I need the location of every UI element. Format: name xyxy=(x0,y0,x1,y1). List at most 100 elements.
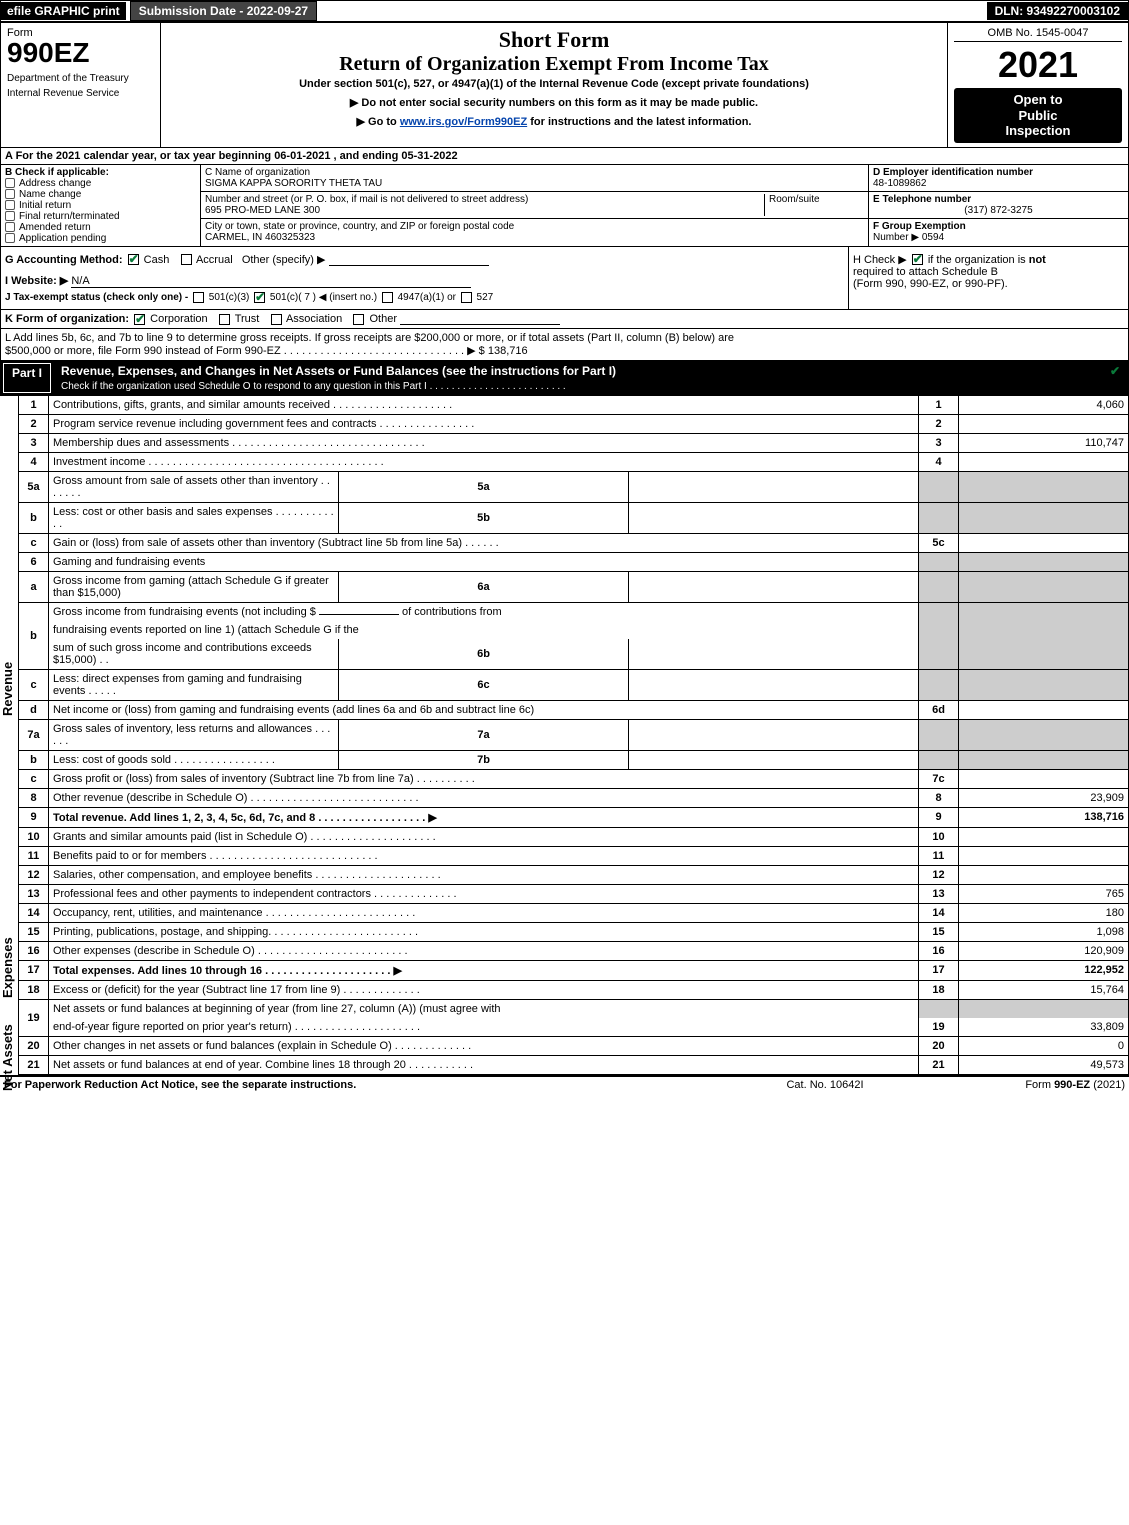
check-final-return[interactable]: Final return/terminated xyxy=(5,211,196,222)
l-text1: L Add lines 5b, 6c, and 7b to line 9 to … xyxy=(5,332,734,344)
k-association: Association xyxy=(286,313,342,325)
top-bar: efile GRAPHIC print Submission Date - 20… xyxy=(0,0,1129,23)
line-7a: 7a Gross sales of inventory, less return… xyxy=(19,719,1129,750)
omb-number: OMB No. 1545-0047 xyxy=(954,27,1122,42)
check-501c[interactable] xyxy=(254,292,265,303)
f-label2: Number ▶ xyxy=(873,232,919,243)
net-assets-section: Net Assets 18 Excess or (deficit) for th… xyxy=(0,981,1129,1075)
line-20-value: 0 xyxy=(959,1036,1129,1055)
accounting-accrual: Accrual xyxy=(196,254,233,266)
org-address: 695 PRO-MED LANE 300 xyxy=(205,205,764,216)
goto-pre: ▶ Go to xyxy=(357,116,400,128)
line-6b: b Gross income from fundraising events (… xyxy=(19,602,1129,621)
line-6d-value xyxy=(959,700,1129,719)
form-number: 990EZ xyxy=(7,37,154,69)
city-label: City or town, state or province, country… xyxy=(205,221,864,232)
line-8-value: 23,909 xyxy=(959,788,1129,807)
line-15-value: 1,098 xyxy=(959,922,1129,941)
dept-treasury: Department of the Treasury xyxy=(7,73,154,84)
org-block: B Check if applicable: Address change Na… xyxy=(0,165,1129,247)
line-21-value: 49,573 xyxy=(959,1055,1129,1074)
line-8: 8 Other revenue (describe in Schedule O)… xyxy=(19,788,1129,807)
check-4947[interactable] xyxy=(382,292,393,303)
check-association[interactable] xyxy=(271,314,282,325)
check-initial-return[interactable]: Initial return xyxy=(5,200,196,211)
line-12: 12 Salaries, other compensation, and emp… xyxy=(19,865,1129,884)
check-accrual[interactable] xyxy=(181,254,192,265)
part1-bar: Part I Revenue, Expenses, and Changes in… xyxy=(0,361,1129,396)
k-corporation: Corporation xyxy=(150,313,207,325)
line-21: 21 Net assets or fund balances at end of… xyxy=(19,1055,1129,1074)
line-2: 2 Program service revenue including gove… xyxy=(19,414,1129,433)
revenue-side-label: Revenue xyxy=(0,662,15,716)
section-a: A For the 2021 calendar year, or tax yea… xyxy=(0,148,1129,165)
line-6: 6 Gaming and fundraising events xyxy=(19,552,1129,571)
paperwork-notice: For Paperwork Reduction Act Notice, see … xyxy=(4,1079,725,1091)
check-application-pending[interactable]: Application pending xyxy=(5,233,196,244)
check-h[interactable] xyxy=(912,254,923,265)
line-6b-value xyxy=(629,639,919,670)
line-13-value: 765 xyxy=(959,884,1129,903)
line-7b-value xyxy=(629,750,919,769)
check-name-change[interactable]: Name change xyxy=(5,189,196,200)
part1-subtitle: Check if the organization used Schedule … xyxy=(61,381,566,392)
k-other-fill[interactable] xyxy=(400,324,560,325)
line-6b-3: sum of such gross income and contributio… xyxy=(19,639,1129,670)
title-short: Short Form xyxy=(167,27,941,53)
line-6a: a Gross income from gaming (attach Sched… xyxy=(19,571,1129,602)
goto-line: ▶ Go to www.irs.gov/Form990EZ for instru… xyxy=(167,115,941,128)
line-11-value xyxy=(959,846,1129,865)
title-main: Return of Organization Exempt From Incom… xyxy=(167,53,941,76)
org-city: CARMEL, IN 460325323 xyxy=(205,232,864,243)
j-4947: 4947(a)(1) or xyxy=(395,292,459,303)
efile-label[interactable]: efile GRAPHIC print xyxy=(1,2,126,20)
org-name: SIGMA KAPPA SORORITY THETA TAU xyxy=(205,178,864,189)
line-17-value: 122,952 xyxy=(959,960,1129,980)
c-label: C Name of organization xyxy=(205,167,864,178)
l-line: L Add lines 5b, 6c, and 7b to line 9 to … xyxy=(0,329,1129,361)
part1-schedule-o-check[interactable] xyxy=(1109,366,1120,377)
check-amended-return[interactable]: Amended return xyxy=(5,222,196,233)
website-value: N/A xyxy=(71,275,89,287)
expenses-section: Expenses 10 Grants and similar amounts p… xyxy=(0,828,1129,981)
irs-link[interactable]: www.irs.gov/Form990EZ xyxy=(400,116,527,128)
line-5a-value xyxy=(629,471,919,502)
check-501c3[interactable] xyxy=(193,292,204,303)
form-990ez-label: Form 990-EZ (2021) xyxy=(925,1079,1125,1091)
line-3: 3 Membership dues and assessments . . . … xyxy=(19,433,1129,452)
line-15: 15 Printing, publications, postage, and … xyxy=(19,922,1129,941)
addr-label: Number and street (or P. O. box, if mail… xyxy=(205,194,764,205)
h-post: if the organization is xyxy=(928,254,1029,266)
check-address-change[interactable]: Address change xyxy=(5,178,196,189)
submission-date: Submission Date - 2022-09-27 xyxy=(130,1,317,21)
accounting-other-fill[interactable] xyxy=(329,265,489,266)
form-header: Form 990EZ Department of the Treasury In… xyxy=(0,23,1129,148)
line-4: 4 Investment income . . . . . . . . . . … xyxy=(19,452,1129,471)
line-7c-value xyxy=(959,769,1129,788)
check-corporation[interactable] xyxy=(134,314,145,325)
line-19-value: 33,809 xyxy=(959,1018,1129,1037)
g-label: G Accounting Method: xyxy=(5,254,126,266)
line-19a: 19 Net assets or fund balances at beginn… xyxy=(19,999,1129,1018)
line-9-value: 138,716 xyxy=(959,807,1129,827)
line-5b: b Less: cost or other basis and sales ex… xyxy=(19,502,1129,533)
line-4-value xyxy=(959,452,1129,471)
line-6a-value xyxy=(629,571,919,602)
check-527[interactable] xyxy=(461,292,472,303)
group-exemption-value: 0594 xyxy=(922,232,944,243)
accounting-cash: Cash xyxy=(144,254,170,266)
check-other[interactable] xyxy=(353,314,364,325)
line-9: 9 Total revenue. Add lines 1, 2, 3, 4, 5… xyxy=(19,807,1129,827)
check-trust[interactable] xyxy=(219,314,230,325)
revenue-section: Revenue 1 Contributions, gifts, grants, … xyxy=(0,396,1129,828)
check-b-header: B Check if applicable: xyxy=(5,167,196,178)
line-11: 11 Benefits paid to or for members . . .… xyxy=(19,846,1129,865)
dln-label: DLN: 93492270003102 xyxy=(987,2,1128,20)
ssn-warning: ▶ Do not enter social security numbers o… xyxy=(167,96,941,109)
j-501c: 501(c)( 7 ) ◀ (insert no.) xyxy=(267,292,380,303)
line-6d: d Net income or (loss) from gaming and f… xyxy=(19,700,1129,719)
check-cash[interactable] xyxy=(128,254,139,265)
k-label: K Form of organization: xyxy=(5,313,132,325)
line-7a-value xyxy=(629,719,919,750)
open-public-box: Open to Public Inspection xyxy=(954,88,1122,143)
